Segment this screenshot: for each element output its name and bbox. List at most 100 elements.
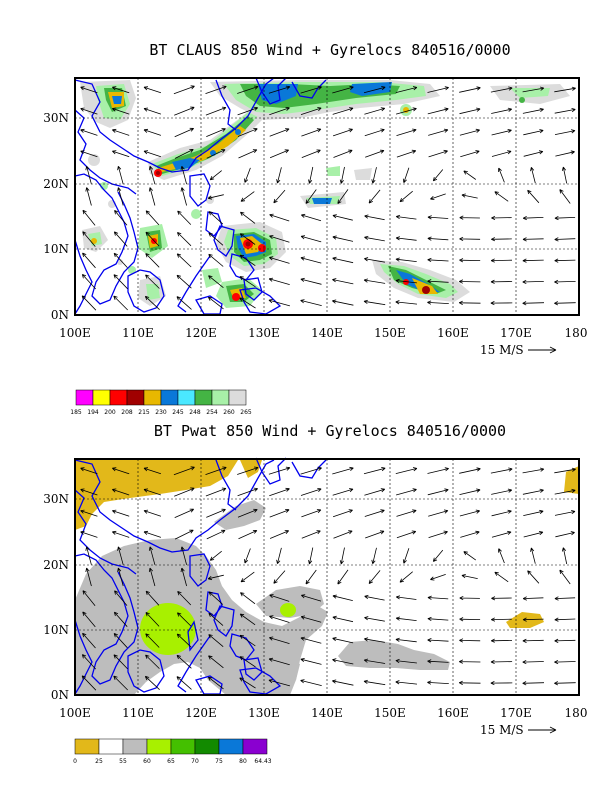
wind-vector (459, 617, 481, 622)
wind-vector (395, 488, 417, 496)
wind-vector (268, 299, 291, 307)
wind-vector (554, 681, 576, 686)
wind-vector (332, 235, 354, 242)
wind-vector (522, 86, 545, 93)
wind-vector (364, 488, 386, 496)
wind-vector (301, 530, 321, 539)
wind-vector (523, 531, 544, 538)
wind-vector (113, 675, 128, 691)
wind-vector (300, 277, 322, 285)
colorbar-tick: 215 (138, 409, 150, 416)
wind-vector (427, 638, 449, 643)
wind-vector (82, 611, 96, 628)
panel-1-y-tick: 30N (43, 111, 69, 125)
wind-vector (244, 167, 251, 183)
panel-2-x-tick: 170E (500, 706, 532, 720)
wind-vector (269, 487, 290, 497)
panel-2-x-tick: 140E (311, 706, 343, 720)
colorbar-swatch (194, 389, 213, 406)
wind-vector (396, 128, 417, 136)
colorbar-swatch (228, 389, 247, 406)
wind-vector (114, 590, 128, 606)
wind-vector (459, 488, 481, 495)
wind-vector (364, 235, 385, 242)
wind-vector (364, 128, 385, 137)
wind-vector (207, 296, 224, 310)
wind-vector (363, 86, 386, 94)
wind-vector (490, 86, 513, 93)
wind-vector (333, 530, 353, 539)
wind-vector (491, 150, 512, 157)
wind-vector (239, 297, 256, 309)
panel-1-x-tick: 160E (437, 326, 469, 340)
wind-vector (80, 509, 98, 517)
wind-vector (332, 466, 354, 475)
wind-vector (399, 190, 413, 203)
wind-vector (113, 611, 128, 627)
wind-vector (269, 530, 289, 539)
wind-vector (463, 551, 477, 561)
pwat-region-north-gold (75, 460, 238, 530)
colorbar-tick: 75 (215, 758, 223, 765)
wind-vector (301, 128, 322, 137)
wind-vector (143, 488, 162, 496)
wind-vector (177, 210, 192, 225)
wind-vector (364, 107, 386, 115)
wind-vector (143, 150, 162, 158)
wind-vector (430, 193, 446, 200)
wind-vector (301, 213, 322, 222)
panel-1-title: BT CLAUS 850 Wind + Gyrelocs 840516/0000 (149, 41, 510, 59)
wind-vector (208, 591, 224, 605)
panel-2-x-tick: 130E (248, 706, 280, 720)
panel-pwat: BT Pwat 850 Wind + Gyrelocs 840516/0000 (43, 422, 587, 765)
colorbar-tick: 185 (70, 409, 82, 416)
wind-vector (460, 150, 480, 158)
wind-vector (522, 467, 545, 474)
wind-vector (300, 85, 322, 94)
colorbar-tick: 80 (239, 758, 247, 765)
panel-1-vector-reference: 15 M/S (480, 343, 557, 357)
wind-vector (269, 128, 290, 137)
wind-vector (363, 278, 386, 284)
colorbar-tick: 208 (121, 409, 133, 416)
panel-2-y-axis: 0N 10N 20N 30N (43, 492, 69, 702)
wind-vector (395, 637, 417, 643)
wind-vector (523, 129, 544, 136)
wind-vector (491, 596, 512, 601)
wind-vector (554, 129, 576, 135)
wind-vector (81, 654, 96, 670)
panel-2-vector-reference: 15 M/S (480, 723, 557, 737)
wind-vector (117, 187, 124, 206)
wind-vector (300, 679, 322, 686)
wind-vector (82, 632, 96, 649)
panel-1-y-tick: 0N (51, 308, 69, 322)
wind-vector (237, 128, 258, 137)
wind-vector (427, 616, 449, 622)
wind-vector (269, 509, 290, 518)
wind-vector (332, 594, 353, 601)
wind-vector (112, 488, 130, 496)
wind-vector (273, 189, 286, 204)
wind-vector (208, 232, 224, 246)
colorbar-swatch (126, 389, 145, 406)
colorbar-tick: 65 (167, 758, 175, 765)
panel-1-y-axis: 0N 10N 20N 30N (43, 111, 69, 322)
wind-vector (300, 256, 322, 264)
wind-vector (523, 150, 544, 157)
wind-vector (207, 574, 224, 581)
wind-vector (112, 107, 130, 115)
wind-vector (459, 595, 480, 601)
wind-vector (112, 530, 130, 538)
wind-vector (240, 592, 256, 605)
wind-vector (244, 548, 251, 564)
wind-vector (332, 637, 354, 644)
wind-vector (459, 258, 481, 263)
wind-vector (269, 213, 290, 222)
wind-vector (80, 86, 98, 94)
wind-vector (491, 509, 512, 517)
wind-vector (522, 681, 545, 686)
wind-vector (205, 487, 227, 497)
wind-vector (332, 679, 354, 686)
panel-1-plot-frame (74, 77, 580, 316)
panel-2-gridlines (75, 459, 579, 695)
